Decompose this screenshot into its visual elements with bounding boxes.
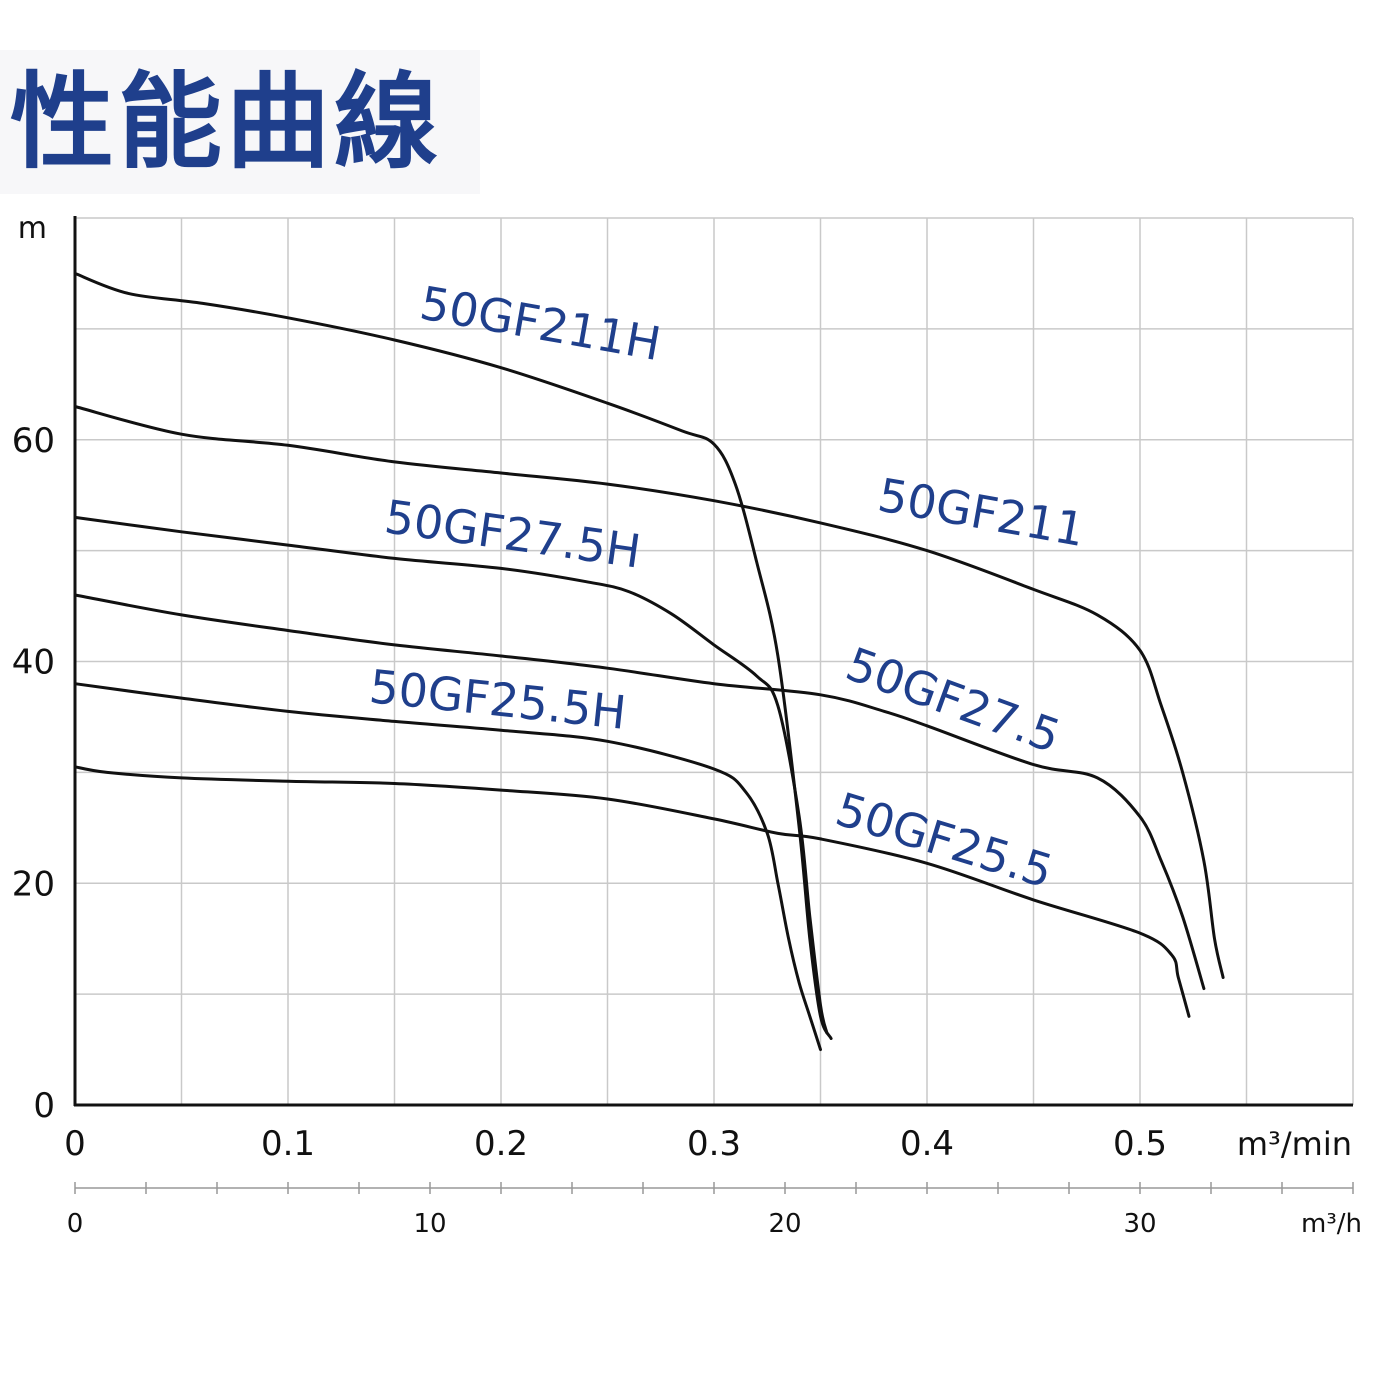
x-tick-label: 0.1 [261,1124,315,1164]
secondary-x-axis: 0 10 20 30 m³/h [67,1182,1362,1239]
x-tick-label: 0.4 [900,1124,954,1164]
curve-50gf211h [73,271,833,1040]
x2-axis-unit-label: m³/h [1301,1209,1362,1239]
y-tick-label: 60 [12,421,55,461]
series-label: 50GF25.5 [830,782,1059,899]
y-tick-label: 0 [33,1086,55,1126]
x2-tick-label: 0 [67,1209,84,1239]
x-tick-label: 0.3 [687,1124,741,1164]
x2-tick-label: 20 [768,1209,801,1239]
curve-50gf25-5h [73,682,822,1052]
series-label: 50GF25.5H [367,659,629,740]
title-band [0,50,480,194]
x-tick-label: 0 [64,1124,86,1164]
y-tick-label: 20 [12,864,55,904]
curve-50gf27-5 [73,593,1206,991]
x-tick-label: 0.5 [1113,1124,1167,1164]
series-label: 50GF211H [416,276,665,371]
grid [75,217,1354,1105]
curve-50gf25-5 [73,765,1191,1018]
series-label: 50GF27.5H [381,489,644,578]
x2-tick-label: 10 [413,1209,446,1239]
y-tick-label: 40 [12,643,55,683]
curve-labels: 50GF211H50GF21150GF27.5H50GF27.550GF25.5… [367,276,1089,899]
curve-50gf27-5h [73,515,829,1035]
tick-labels: 0 20 40 60 m 0 0.1 0.2 0.3 0.4 0.5 m³/min [12,211,1352,1164]
y-axis-unit-label: m [18,211,47,246]
x2-tick-label: 30 [1123,1209,1156,1239]
x-axis-unit-label: m³/min [1237,1125,1352,1163]
x-tick-label: 0.2 [474,1124,528,1164]
curves [73,271,1225,1052]
page-title: 性能曲線 [10,61,443,183]
axes [73,216,1353,1107]
curve-50gf211 [73,405,1225,979]
